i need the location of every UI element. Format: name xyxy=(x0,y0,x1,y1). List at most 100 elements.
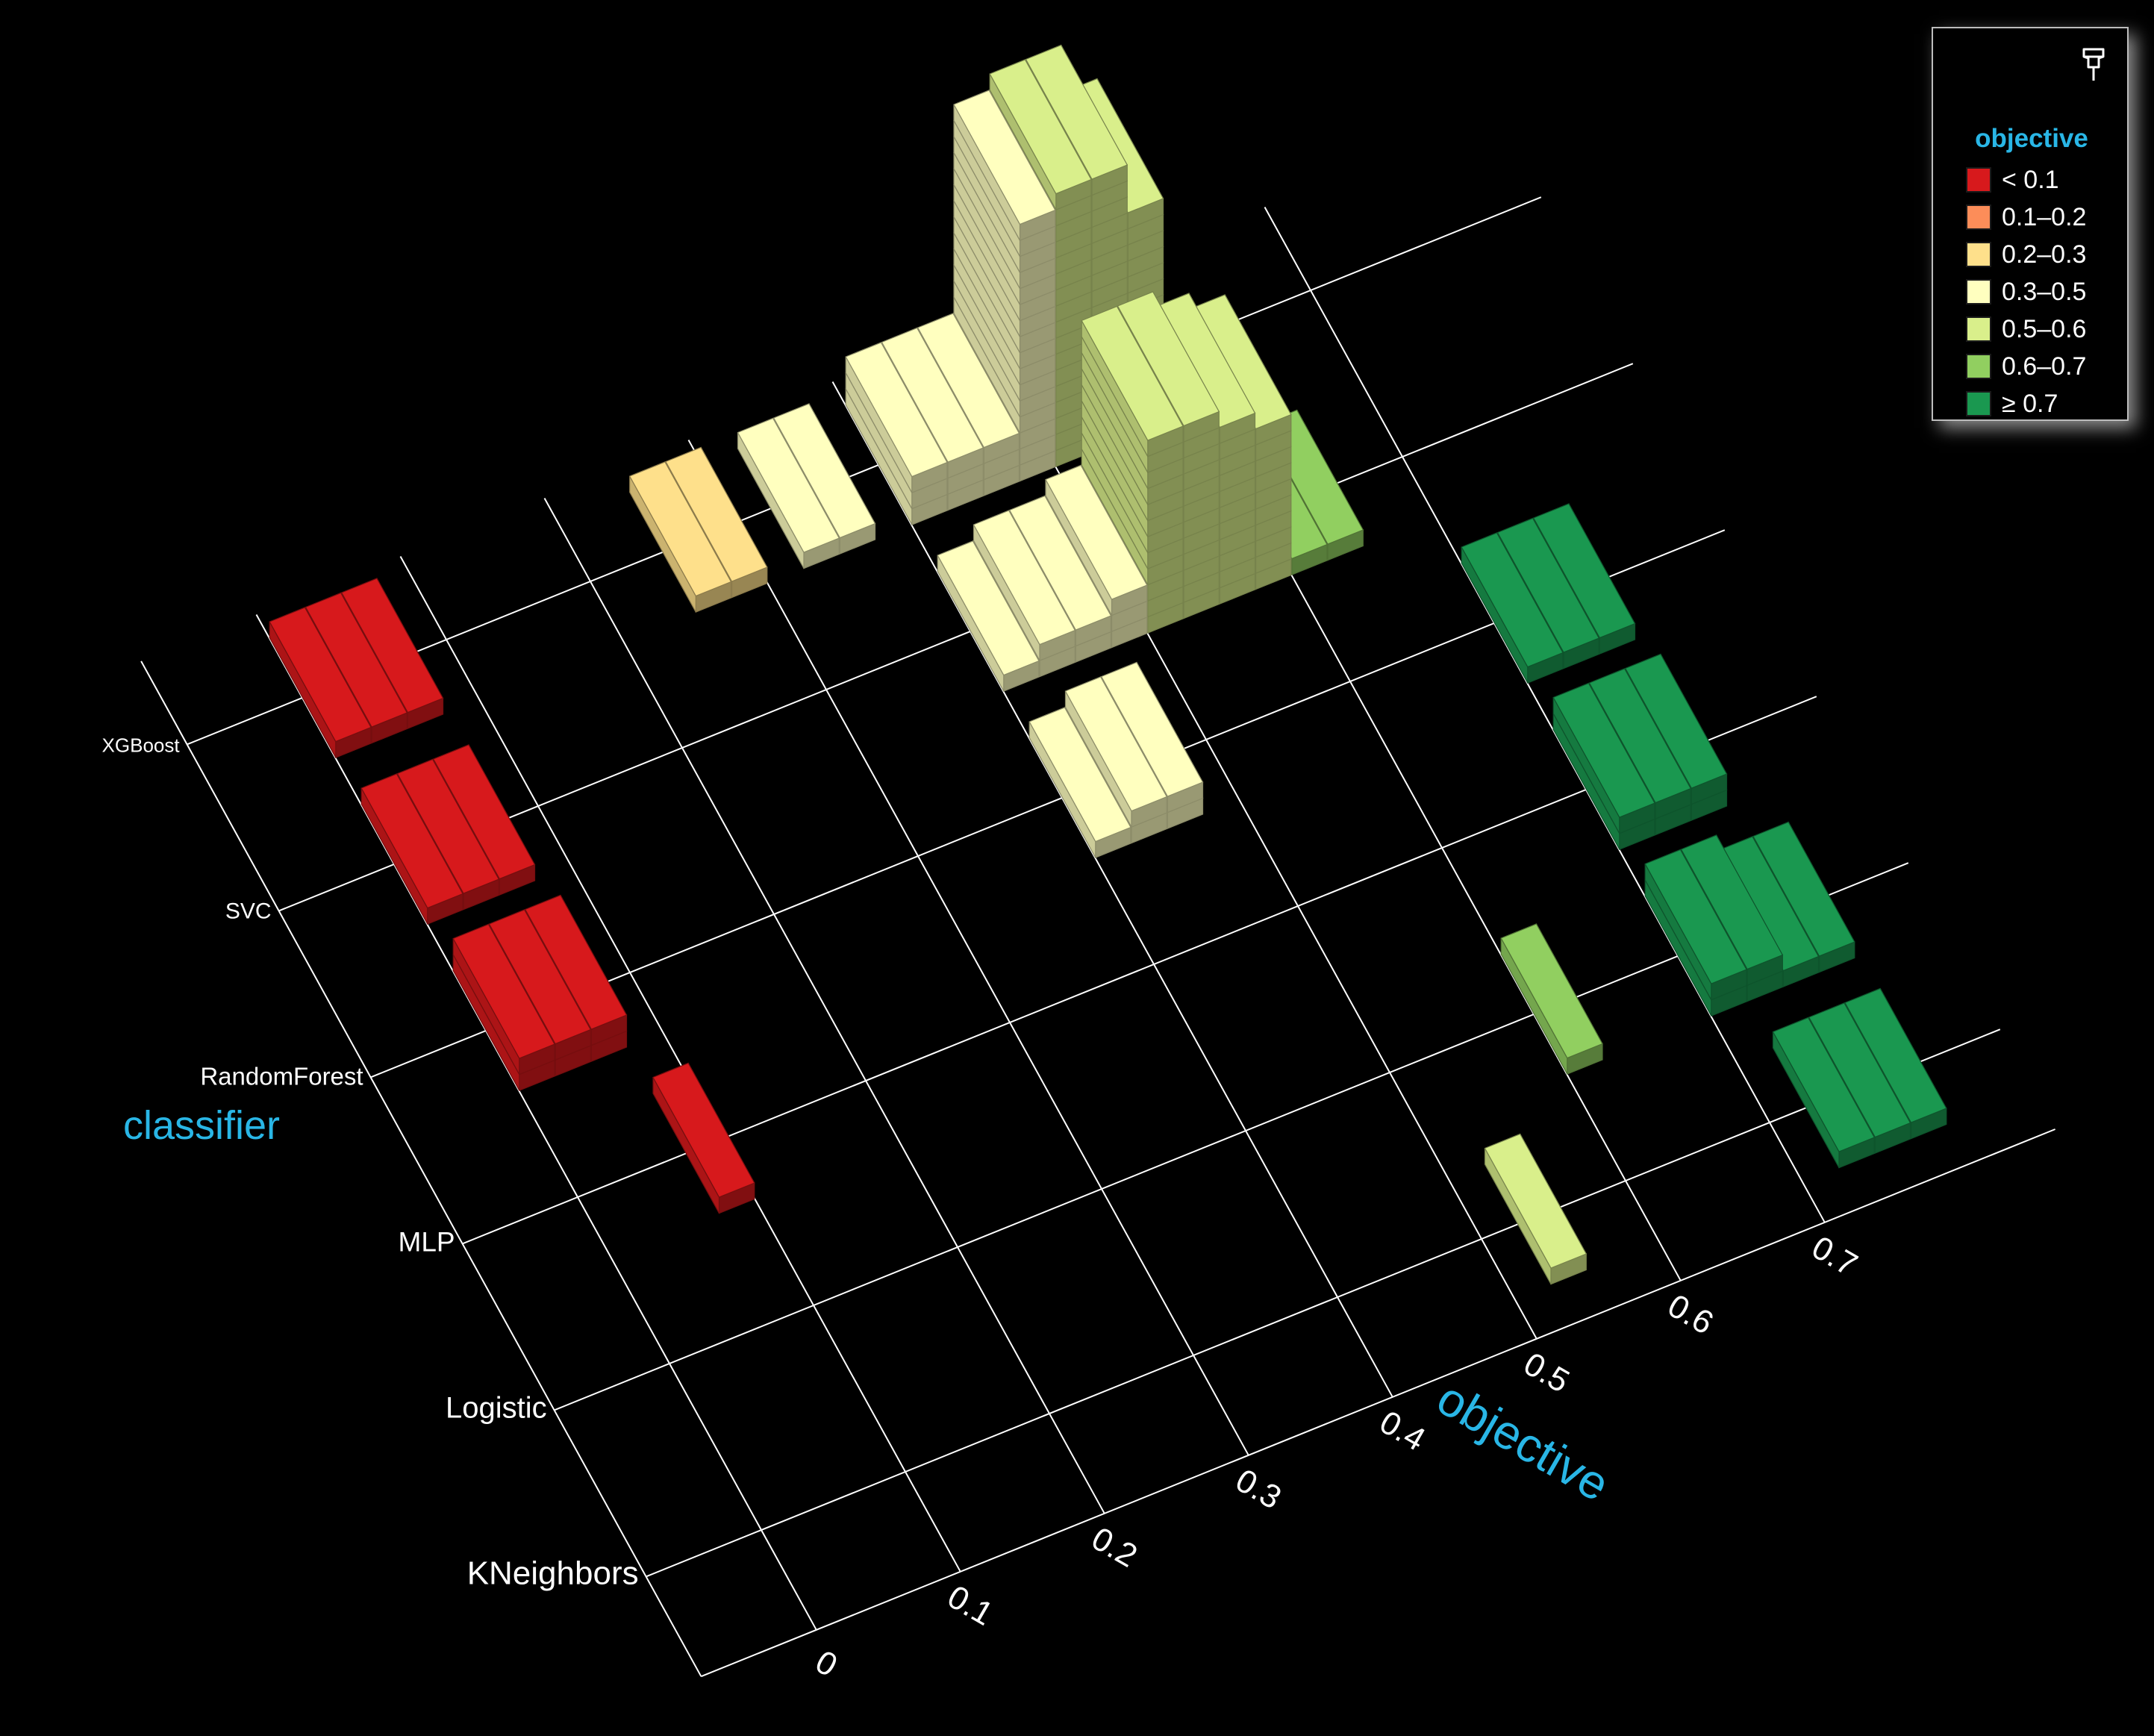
cube-top-face xyxy=(917,313,1020,449)
bar-kneighbors-0.5375[interactable] xyxy=(1484,1133,1588,1285)
grid-line-objective-4 xyxy=(831,381,1393,1398)
legend-items: < 0.1 0.1–0.2 0.2–0.3 0.3–0.5 0.5–0.6 0.6–0.7… xyxy=(1966,161,2086,422)
legend-swatch xyxy=(1966,242,1991,267)
classifier-tick-label-randomforest: RandomForest xyxy=(200,1062,363,1090)
bar-xgboost-0.0125[interactable] xyxy=(269,607,372,758)
legend-item-label: 0.2–0.3 xyxy=(2002,240,2087,269)
cube-top-face xyxy=(953,90,1056,225)
objective-tick-label: 0.3 xyxy=(1229,1462,1287,1517)
cube-top-face xyxy=(452,923,555,1059)
legend-item-label: 0.3–0.5 xyxy=(2002,277,2087,306)
cube-top-face xyxy=(524,894,628,1030)
bars-layer xyxy=(269,44,1947,1285)
cube-top-face xyxy=(1644,849,1747,984)
classifier-tick-label-svc: SVC xyxy=(225,899,272,923)
cube-top-face xyxy=(1500,923,1603,1059)
legend: objective < 0.1 0.1–0.2 0.2–0.3 0.3–0.5 0.5–… xyxy=(1932,27,2129,421)
cube-top-face xyxy=(1008,495,1112,631)
grid-line-objective-2 xyxy=(543,498,1105,1514)
bar-mlp-0.7125[interactable] xyxy=(1552,682,1655,850)
objective-tick-label: 0.1 xyxy=(941,1579,999,1633)
objective-tick-label: 0.6 xyxy=(1661,1287,1719,1342)
grid-line-kneighbors xyxy=(646,1028,2001,1578)
legend-item-label: ≥ 0.7 xyxy=(2002,389,2058,418)
bar-xgboost-0.4125[interactable] xyxy=(845,342,948,525)
classifier-tick-label-logistic: Logistic xyxy=(446,1391,547,1424)
cube-top-face xyxy=(1045,464,1148,600)
legend-title: objective xyxy=(1975,124,2088,153)
cube-top-face xyxy=(340,578,444,714)
legend-swatch xyxy=(1966,279,1991,305)
legend-swatch xyxy=(1966,391,1991,416)
cube-top-face xyxy=(1064,676,1168,812)
bar-randomforest-0.4125[interactable] xyxy=(1028,707,1131,858)
floor-edge-1 xyxy=(140,661,702,1677)
cube-top-face xyxy=(488,909,592,1045)
cube-top-face xyxy=(737,417,840,553)
cube-top-face xyxy=(937,540,1040,676)
cube-top-face xyxy=(1100,661,1204,797)
legend-item[interactable]: 0.2–0.3 xyxy=(1966,236,2086,273)
cube-top-face xyxy=(1028,707,1131,843)
classifier-tick-label-kneighbors: KNeighbors xyxy=(467,1555,639,1591)
legend-swatch xyxy=(1966,316,1991,342)
objective-tick-label: 0 xyxy=(809,1643,843,1685)
floor-edge-0 xyxy=(701,1128,2055,1678)
cube-top-face xyxy=(396,758,500,894)
pin-icon[interactable] xyxy=(2079,46,2109,84)
objective-tick-label: 0.2 xyxy=(1085,1520,1143,1575)
bar-svc-0.4125[interactable] xyxy=(937,540,1040,692)
cube-top-face xyxy=(1461,532,1564,668)
legend-swatch xyxy=(1966,354,1991,379)
legend-item-label: 0.6–0.7 xyxy=(2002,352,2087,381)
cube-top-face xyxy=(1552,682,1655,818)
cube-top-face xyxy=(628,461,732,597)
cube-top-face xyxy=(652,1062,755,1198)
objective-tick-label: 0.5 xyxy=(1517,1346,1575,1400)
legend-item-label: < 0.1 xyxy=(2002,165,2059,194)
classifier-tick-label-xgboost: XGBoost xyxy=(102,734,181,756)
cube-top-face xyxy=(432,744,536,880)
cube-top-face xyxy=(1117,291,1220,427)
bar-randomforest-0.0125[interactable] xyxy=(452,923,555,1091)
legend-item-label: 0.5–0.6 xyxy=(2002,314,2087,343)
cube-top-face xyxy=(772,403,876,539)
legend-swatch xyxy=(1966,167,1991,193)
cube-top-face xyxy=(1680,834,1784,970)
cube-top-face xyxy=(973,510,1076,646)
bar-logistic-0.7125[interactable] xyxy=(1644,849,1747,1017)
objective-tick-label: 0.4 xyxy=(1373,1404,1431,1458)
legend-item[interactable]: 0.5–0.6 xyxy=(1966,310,2086,348)
bar-xgboost-0.3375[interactable] xyxy=(737,417,840,569)
legend-item[interactable]: 0.1–0.2 xyxy=(1966,199,2086,236)
cube-top-face xyxy=(1624,653,1728,789)
legend-swatch xyxy=(1966,204,1991,230)
cube-top-face xyxy=(305,592,408,728)
legend-item[interactable]: 0.3–0.5 xyxy=(1966,273,2086,310)
bar-svc-0.0125[interactable] xyxy=(360,773,463,925)
classifier-axis-title: classifier xyxy=(123,1103,280,1148)
bar-randomforest-0.7125[interactable] xyxy=(1461,532,1564,684)
legend-item[interactable]: < 0.1 xyxy=(1966,161,2086,199)
cube-top-face xyxy=(1081,305,1184,441)
bar-kneighbors-0.7375[interactable] xyxy=(1772,1017,1876,1169)
grid-line-objective-0 xyxy=(255,614,817,1631)
cube-top-face xyxy=(1025,44,1128,180)
objective-tick-label: 0.7 xyxy=(1805,1229,1863,1284)
classifier-tick-label-mlp: MLP xyxy=(399,1226,455,1257)
classifier-tick-labels: KNeighbors Logistic MLP RandomForest SVC XGBo… xyxy=(102,734,639,1591)
cube-top-face xyxy=(1496,517,1600,653)
cube-top-face xyxy=(269,607,372,743)
bar-xgboost-0.2625[interactable] xyxy=(628,461,732,613)
bar-mlp-0.0875[interactable] xyxy=(652,1062,755,1214)
cube-top-face xyxy=(360,773,463,909)
cube-top-face xyxy=(1532,503,1636,639)
cube-top-face xyxy=(1844,987,1947,1123)
bar-logistic-0.6125[interactable] xyxy=(1500,923,1603,1075)
legend-item[interactable]: ≥ 0.7 xyxy=(1966,385,2086,422)
cube-top-face xyxy=(1772,1017,1876,1152)
legend-item[interactable]: 0.6–0.7 xyxy=(1966,348,2086,385)
cube-top-face xyxy=(665,446,768,582)
legend-item-label: 0.1–0.2 xyxy=(2002,202,2087,231)
